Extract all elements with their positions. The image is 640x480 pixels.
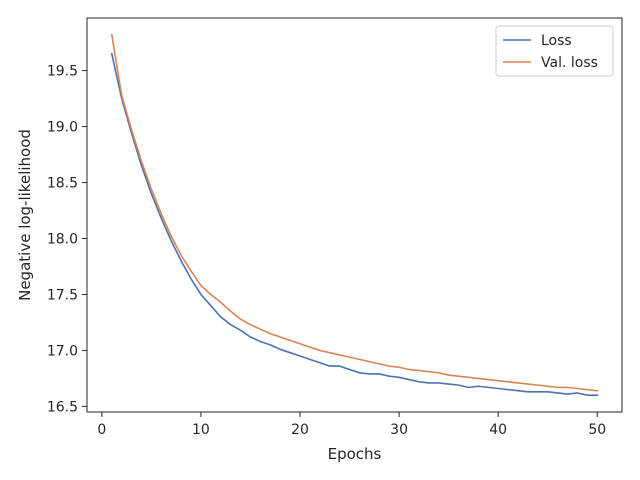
x-tick-label: 30 bbox=[390, 422, 408, 438]
legend-label-2: Val. loss bbox=[541, 55, 598, 71]
y-tick-label: 18.0 bbox=[47, 232, 78, 248]
axes-frame bbox=[86, 17, 623, 413]
x-tick-label: 50 bbox=[588, 422, 606, 438]
plot-area bbox=[110, 33, 599, 397]
x-axis-label: Epochs bbox=[328, 445, 382, 463]
series-line-1 bbox=[110, 52, 599, 397]
legend-box bbox=[495, 25, 614, 77]
y-tick-label: 18.5 bbox=[47, 176, 78, 192]
legend: Loss Val. loss bbox=[495, 25, 614, 77]
x-tick-label: 20 bbox=[291, 422, 309, 438]
y-tick-label: 17.0 bbox=[47, 343, 78, 359]
axes: 0 10 20 30 40 50 16.5 17.0 17.5 18.0 18.5 19.0 19.5 bbox=[47, 17, 623, 438]
x-tick-label: 40 bbox=[489, 422, 507, 438]
x-tick-label: 0 bbox=[97, 422, 106, 438]
y-tick-label: 17.5 bbox=[47, 287, 78, 303]
legend-label-1: Loss bbox=[541, 33, 572, 49]
x-tick-label: 10 bbox=[192, 422, 210, 438]
y-axis-label: Negative log-likelihood bbox=[16, 129, 34, 301]
y-tick-label: 19.0 bbox=[47, 120, 78, 136]
y-tick-label: 19.5 bbox=[47, 64, 78, 80]
series-line-2 bbox=[110, 33, 599, 392]
y-tick-label: 16.5 bbox=[47, 399, 78, 415]
